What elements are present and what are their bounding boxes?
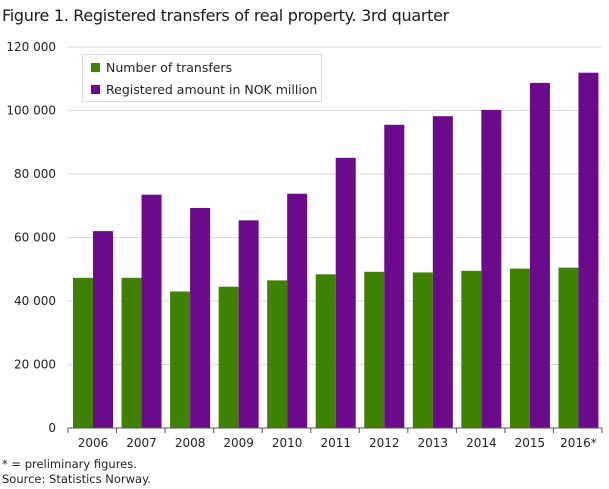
footnote-preliminary: * = preliminary figures. — [2, 457, 137, 471]
bars — [73, 72, 599, 429]
legend-swatch-amount — [91, 84, 100, 94]
bar-amount-2014 — [481, 109, 502, 429]
bar-amount-2015 — [529, 82, 550, 428]
bar-transfers-2010 — [267, 280, 288, 428]
footnote-source: Source: Statistics Norway. — [2, 472, 151, 486]
bar-transfers-2006 — [73, 277, 93, 428]
legend-label-transfers: Number of transfers — [106, 59, 233, 75]
bar-amount-2011 — [335, 157, 356, 428]
x-tick-label: 2006 — [78, 436, 109, 450]
y-tick-label: 0 — [48, 421, 56, 435]
x-tick-label: 2009 — [223, 436, 254, 450]
x-tick-label: 2011 — [320, 436, 351, 450]
legend-item-transfers: Number of transfers — [91, 59, 232, 75]
x-tick-label: 2016* — [560, 436, 597, 450]
bar-amount-2010 — [287, 193, 308, 428]
y-tick-label: 120 000 — [6, 40, 56, 54]
bar-amount-2008 — [190, 207, 211, 428]
bar-transfers-2014 — [461, 270, 482, 428]
bar-amount-2007 — [141, 194, 162, 428]
y-tick-label: 100 000 — [6, 104, 56, 118]
x-tick-labels: 2006 2007 2008 2009 2010 2011 2012 2013 2014 2015… — [78, 436, 597, 450]
y-tick-label: 40 000 — [14, 294, 56, 308]
y-tick-label: 60 000 — [14, 231, 56, 245]
legend: Number of transfers Registered amount in… — [82, 54, 322, 102]
legend-item-amount: Registered amount in NOK million — [91, 81, 317, 97]
y-tick-labels: 0 20 000 40 000 60 000 80 000 100 000 120 000 — [6, 40, 56, 435]
x-tick-label: 2012 — [369, 436, 400, 450]
bar-transfers-2016 — [558, 267, 579, 428]
x-tick-label: 2013 — [418, 436, 449, 450]
x-tick-label: 2008 — [175, 436, 206, 450]
chart-title: Figure 1. Registered transfers of real p… — [2, 6, 449, 25]
bar-amount-2012 — [384, 124, 405, 428]
bar-amount-2009 — [238, 220, 259, 428]
bar-amount-2016 — [578, 72, 599, 428]
bar-transfers-2008 — [170, 291, 191, 428]
bar-amount-2006 — [93, 231, 113, 428]
legend-label-amount: Registered amount in NOK million — [106, 81, 318, 97]
x-tick-label: 2010 — [272, 436, 303, 450]
legend-swatch-transfers — [91, 62, 100, 72]
bar-transfers-2009 — [218, 286, 239, 428]
bar-transfers-2013 — [412, 272, 433, 428]
x-tick-label: 2007 — [126, 436, 157, 450]
x-tick-label: 2015 — [515, 436, 546, 450]
bar-amount-2013 — [432, 116, 453, 428]
x-tick-label: 2014 — [466, 436, 497, 450]
bar-transfers-2011 — [315, 274, 336, 428]
y-tick-label: 20 000 — [14, 358, 56, 372]
y-tick-label: 80 000 — [14, 167, 56, 181]
axes — [67, 427, 603, 433]
bar-transfers-2015 — [509, 268, 530, 428]
bar-transfers-2012 — [364, 271, 385, 428]
bar-transfers-2007 — [121, 277, 142, 428]
